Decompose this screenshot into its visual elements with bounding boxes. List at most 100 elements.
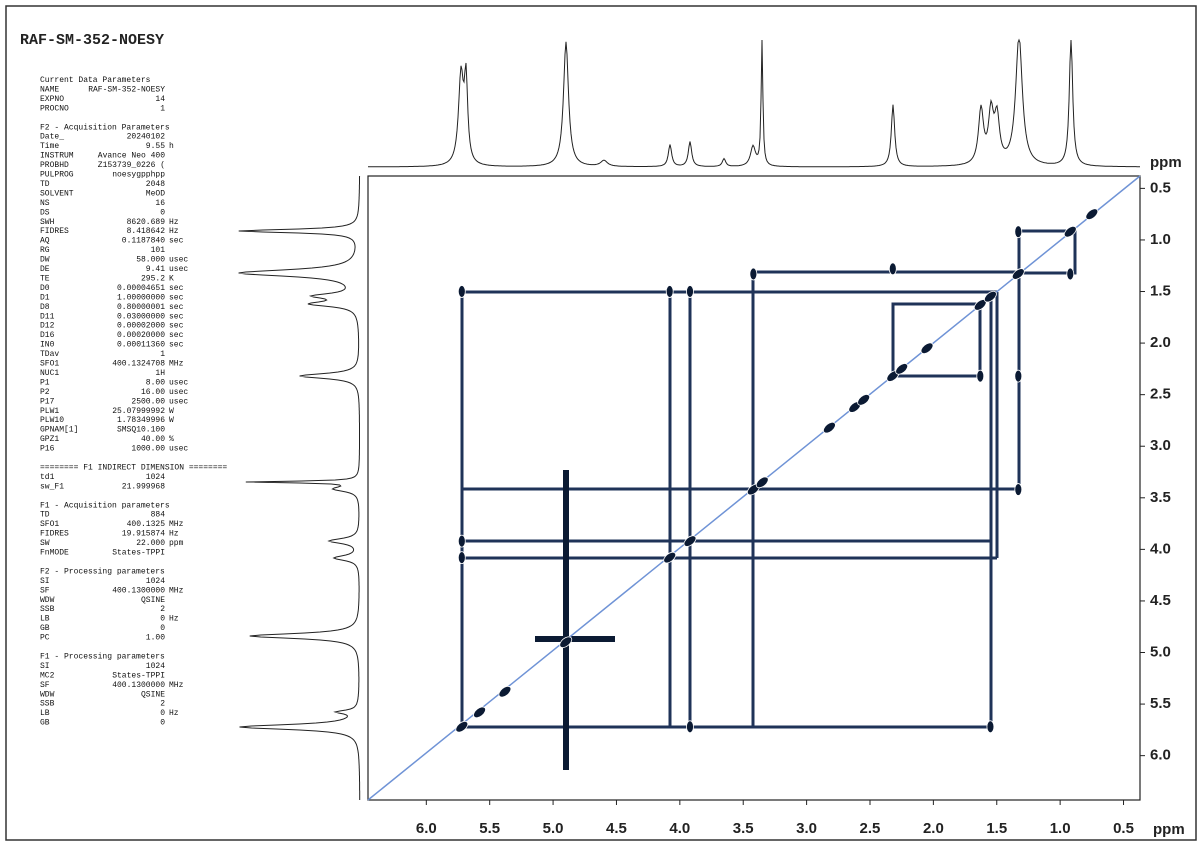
param-name: GPZ1 [40, 435, 59, 444]
param-unit: MHz [169, 586, 184, 595]
param-value: SMSQ10.100 [117, 426, 165, 435]
param-unit: sec [169, 293, 184, 302]
cross-peak [888, 262, 897, 276]
param-unit: sec [169, 284, 184, 293]
param-unit: Hz [169, 227, 179, 236]
param-value: 2 [160, 700, 165, 709]
param-unit: usec [169, 256, 188, 265]
param-name: SFO1 [40, 520, 59, 529]
param-name: TE [40, 274, 50, 283]
page-frame [5, 5, 1197, 841]
param-value: 400.1300000 [112, 586, 165, 595]
y-tick-label: 4.5 [1150, 592, 1171, 609]
y-tick-label: 1.5 [1150, 282, 1171, 299]
param-value: 1024 [146, 473, 165, 482]
param-unit: ppm [169, 539, 184, 548]
y-tick-label: 0.5 [1150, 179, 1171, 196]
param-value: 2500.00 [131, 397, 165, 406]
param-name: GB [40, 624, 50, 633]
cross-peak [857, 394, 871, 406]
cross-peak [663, 551, 677, 564]
param-name: EXPNO [40, 95, 64, 104]
param-value: 1024 [146, 577, 165, 586]
cross-peak [986, 720, 995, 734]
x-tick-label: 5.0 [543, 820, 564, 837]
param-value: 0 [160, 709, 165, 718]
cross-peak [976, 369, 985, 383]
param-name: TDav [40, 350, 59, 359]
param-name: AQ [40, 237, 50, 246]
param-name: TD [40, 180, 50, 189]
y-tick-label: 6.0 [1150, 747, 1171, 764]
param-value: 2048 [146, 180, 165, 189]
param-unit: sec [169, 331, 184, 340]
param-name: D16 [40, 331, 55, 340]
f2-projection [368, 38, 1140, 168]
y-tick-label: 2.5 [1150, 386, 1171, 403]
param-value: 21.999968 [122, 482, 165, 491]
param-name: SW [40, 539, 50, 548]
param-value: States-TPPI [112, 549, 165, 558]
param-value: 884 [151, 511, 166, 520]
cross-peak [1014, 369, 1023, 383]
cross-peak [1014, 483, 1023, 496]
param-value: 0.00004651 [117, 284, 165, 293]
param-name: TD [40, 511, 50, 520]
x-tick-label: 6.0 [416, 820, 437, 837]
param-name: DE [40, 265, 50, 274]
param-name: SI [40, 662, 50, 671]
param-unit: usec [169, 397, 188, 406]
param-value: 14 [155, 95, 165, 104]
param-name: GPNAM[1] [40, 426, 78, 435]
title: RAF-SM-352-NOESY [20, 32, 164, 49]
param-name: SF [40, 681, 50, 690]
param-value: QSINE [141, 596, 165, 605]
param-name: SSB [40, 700, 55, 709]
param-value: 58.000 [136, 256, 165, 265]
param-name: D1 [40, 293, 50, 302]
param-name: IN0 [40, 341, 55, 350]
cross-peak [457, 551, 466, 565]
param-name: D12 [40, 322, 55, 331]
cross-peak [686, 285, 694, 298]
param-name: D8 [40, 303, 50, 312]
param-value: 9.41 [146, 265, 165, 274]
param-unit: sec [169, 312, 184, 321]
param-value: 8620.689 [127, 218, 166, 227]
param-name: WDW [40, 690, 55, 699]
param-unit: MHz [169, 360, 184, 369]
x-tick-label: 1.0 [1050, 820, 1071, 837]
param-unit: Hz [169, 709, 179, 718]
param-value: 101 [151, 246, 166, 255]
param-value: 0 [160, 624, 165, 633]
param-unit: Hz [169, 615, 179, 624]
param-name: PROCNO [40, 104, 69, 113]
plot-frame [367, 175, 1141, 801]
param-unit: h [169, 142, 174, 151]
param-name: DW [40, 256, 50, 265]
cross-peak [984, 290, 997, 303]
param-name: sw_F1 [40, 482, 64, 491]
cross-peak [1063, 225, 1077, 238]
param-value: 1 [160, 104, 165, 113]
param-unit: sec [169, 322, 184, 331]
param-value: 400.1300000 [112, 681, 165, 690]
param-name: NS [40, 199, 50, 208]
param-value: 0.00011360 [117, 341, 165, 350]
param-value: 19.915874 [122, 530, 165, 539]
cross-peak [1014, 225, 1023, 239]
param-unit: usec [169, 265, 188, 274]
param-unit: % [169, 435, 174, 444]
param-value: 1.00000000 [117, 293, 165, 302]
param-name: SI [40, 577, 50, 586]
param-name: MC2 [40, 671, 55, 680]
param-value: 1024 [146, 662, 165, 671]
param-name: SFO1 [40, 360, 59, 369]
param-value: 0.00002000 [117, 322, 165, 331]
streak-vertical [563, 470, 569, 770]
param-value: 9.55 [146, 142, 165, 151]
param-name: DS [40, 208, 50, 217]
streak-horizontal [535, 636, 615, 642]
param-name: LB [40, 615, 50, 624]
